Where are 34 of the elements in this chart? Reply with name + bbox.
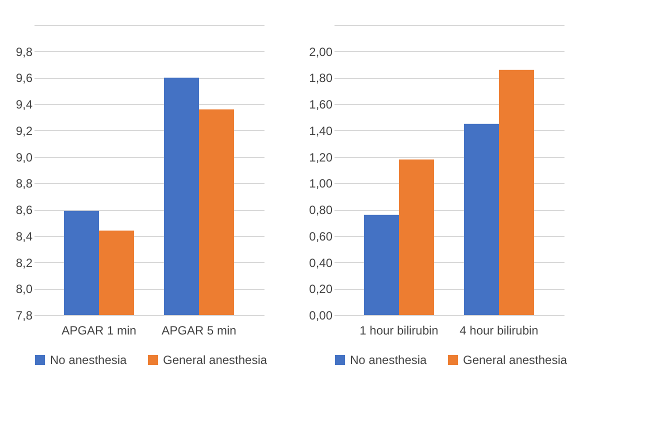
y-tick-label: 8,0 xyxy=(16,282,33,296)
y-tick-label: 9,4 xyxy=(16,98,33,112)
y-tick-label: 0,40 xyxy=(309,256,333,270)
y-tick-label: 1,40 xyxy=(309,124,333,138)
x-tick-label: APGAR 5 min xyxy=(162,324,236,338)
bar xyxy=(399,159,434,315)
y-tick-label: 1,00 xyxy=(309,176,333,191)
legend-label: No anesthesia xyxy=(350,353,428,367)
x-tick-label: 1 hour bilirubin xyxy=(360,324,438,338)
y-tick-label: 1,80 xyxy=(309,71,333,86)
y-tick-label: 0,00 xyxy=(309,308,333,322)
y-tick-label: 0,20 xyxy=(309,282,333,296)
y-tick-label: 0,60 xyxy=(309,229,333,244)
y-tick-label: 9,8 xyxy=(16,44,33,59)
y-tick-label: 7,8 xyxy=(16,308,33,322)
y-tick-label: 0,80 xyxy=(309,203,333,218)
x-tick-label: 4 hour bilirubin xyxy=(460,324,538,338)
y-tick-label: 9,0 xyxy=(16,150,33,164)
legend-label: No anesthesia xyxy=(50,353,128,367)
bar xyxy=(364,214,399,315)
y-tick-label: 9,2 xyxy=(16,124,33,138)
bar xyxy=(499,70,534,315)
bar xyxy=(464,124,499,315)
y-tick-label: 8,2 xyxy=(16,256,33,270)
y-tick-label: 1,60 xyxy=(309,98,333,112)
legend-label: General anesthesia xyxy=(163,353,268,367)
y-tick-label: 9,6 xyxy=(16,71,33,86)
y-tick-label: 1,20 xyxy=(309,150,333,164)
y-tick-label: 8,4 xyxy=(16,229,33,244)
y-tick-label: 8,8 xyxy=(16,176,33,191)
x-tick-label: APGAR 1 min xyxy=(62,324,136,338)
legend-label: General anesthesia xyxy=(463,353,568,367)
y-tick-label: 2,00 xyxy=(309,44,333,59)
y-tick-label: 8,6 xyxy=(16,203,33,218)
